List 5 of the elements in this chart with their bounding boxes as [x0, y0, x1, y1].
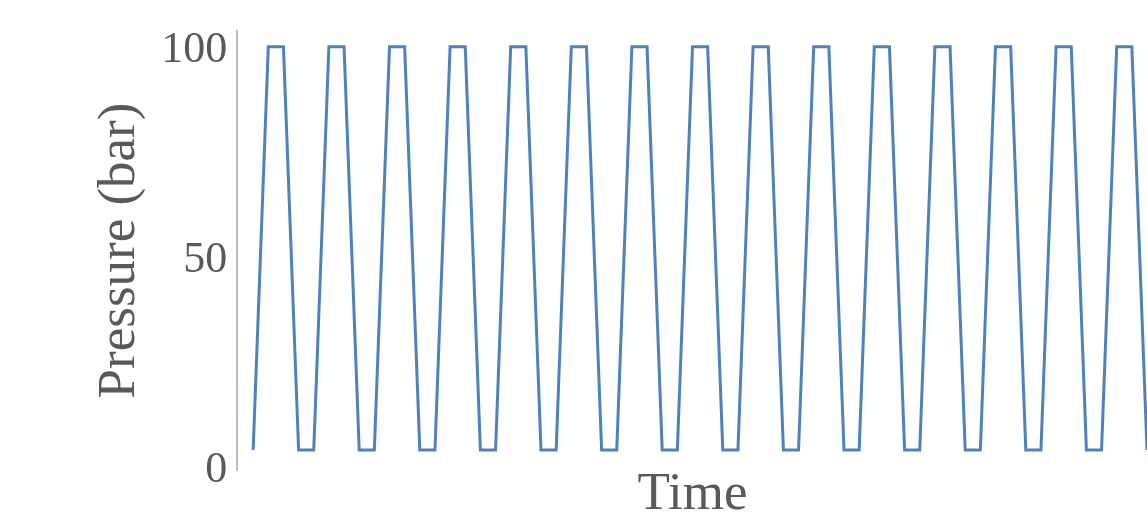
y-axis-title: Pressure (bar) [86, 102, 146, 399]
x-axis-title: Time [637, 461, 748, 520]
y-tick-label: 100 [161, 23, 228, 73]
y-tick-label: 0 [205, 443, 228, 493]
y-tick-label: 50 [183, 233, 228, 283]
